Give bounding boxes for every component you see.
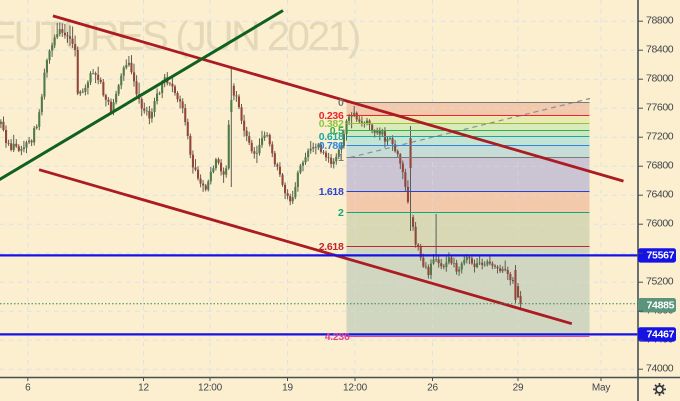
svg-text:2.618: 2.618 xyxy=(319,241,344,253)
svg-text:74885: 74885 xyxy=(647,300,675,312)
svg-text:4.236: 4.236 xyxy=(325,331,350,343)
svg-text:76800: 76800 xyxy=(646,159,674,171)
svg-text:2: 2 xyxy=(338,207,344,219)
svg-text:74000: 74000 xyxy=(646,362,674,374)
svg-text:75567: 75567 xyxy=(647,250,675,262)
svg-text:19: 19 xyxy=(282,383,293,394)
svg-text:78000: 78000 xyxy=(646,72,674,84)
svg-text:0.5: 0.5 xyxy=(330,125,344,137)
svg-text:May: May xyxy=(592,383,610,394)
svg-text:75200: 75200 xyxy=(646,275,674,287)
svg-text:6: 6 xyxy=(25,383,31,394)
svg-text:0.236: 0.236 xyxy=(319,110,344,122)
svg-text:76400: 76400 xyxy=(646,188,674,200)
svg-text:29: 29 xyxy=(513,383,524,394)
svg-text:1: 1 xyxy=(338,152,344,164)
svg-text:12:00: 12:00 xyxy=(343,383,368,394)
svg-text:77200: 77200 xyxy=(646,130,674,142)
svg-text:26: 26 xyxy=(427,383,438,394)
svg-text:12:00: 12:00 xyxy=(198,383,223,394)
svg-text:12: 12 xyxy=(138,383,149,394)
svg-text:77600: 77600 xyxy=(646,101,674,113)
svg-text:0.618: 0.618 xyxy=(319,131,344,143)
svg-text:0: 0 xyxy=(338,97,344,109)
svg-text:0.786: 0.786 xyxy=(319,140,344,152)
svg-text:78800: 78800 xyxy=(646,14,674,26)
svg-text:76000: 76000 xyxy=(646,217,674,229)
svg-text:78400: 78400 xyxy=(646,43,674,55)
svg-text:0.382: 0.382 xyxy=(319,118,344,130)
svg-text:1.618: 1.618 xyxy=(319,186,344,198)
svg-text:74467: 74467 xyxy=(647,329,675,341)
